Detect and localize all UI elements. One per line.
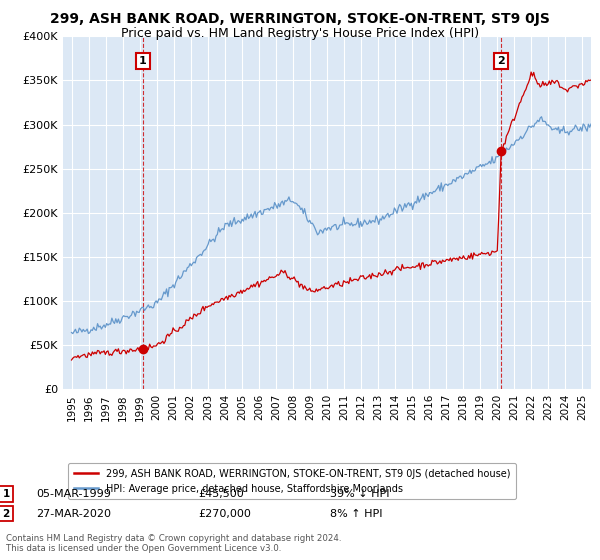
Text: 2: 2 <box>497 56 505 66</box>
Text: Contains HM Land Registry data © Crown copyright and database right 2024.
This d: Contains HM Land Registry data © Crown c… <box>6 534 341 553</box>
Text: £270,000: £270,000 <box>198 508 251 519</box>
Text: 1: 1 <box>139 56 146 66</box>
Text: Price paid vs. HM Land Registry's House Price Index (HPI): Price paid vs. HM Land Registry's House … <box>121 27 479 40</box>
Text: 1: 1 <box>2 489 10 499</box>
Text: £45,500: £45,500 <box>198 489 244 499</box>
Text: 8% ↑ HPI: 8% ↑ HPI <box>330 508 383 519</box>
Legend: 299, ASH BANK ROAD, WERRINGTON, STOKE-ON-TRENT, ST9 0JS (detached house), HPI: A: 299, ASH BANK ROAD, WERRINGTON, STOKE-ON… <box>68 463 516 500</box>
Text: 299, ASH BANK ROAD, WERRINGTON, STOKE-ON-TRENT, ST9 0JS: 299, ASH BANK ROAD, WERRINGTON, STOKE-ON… <box>50 12 550 26</box>
Text: 05-MAR-1999: 05-MAR-1999 <box>36 489 111 499</box>
Text: 27-MAR-2020: 27-MAR-2020 <box>36 508 111 519</box>
Text: 2: 2 <box>2 508 10 519</box>
Text: 39% ↓ HPI: 39% ↓ HPI <box>330 489 389 499</box>
